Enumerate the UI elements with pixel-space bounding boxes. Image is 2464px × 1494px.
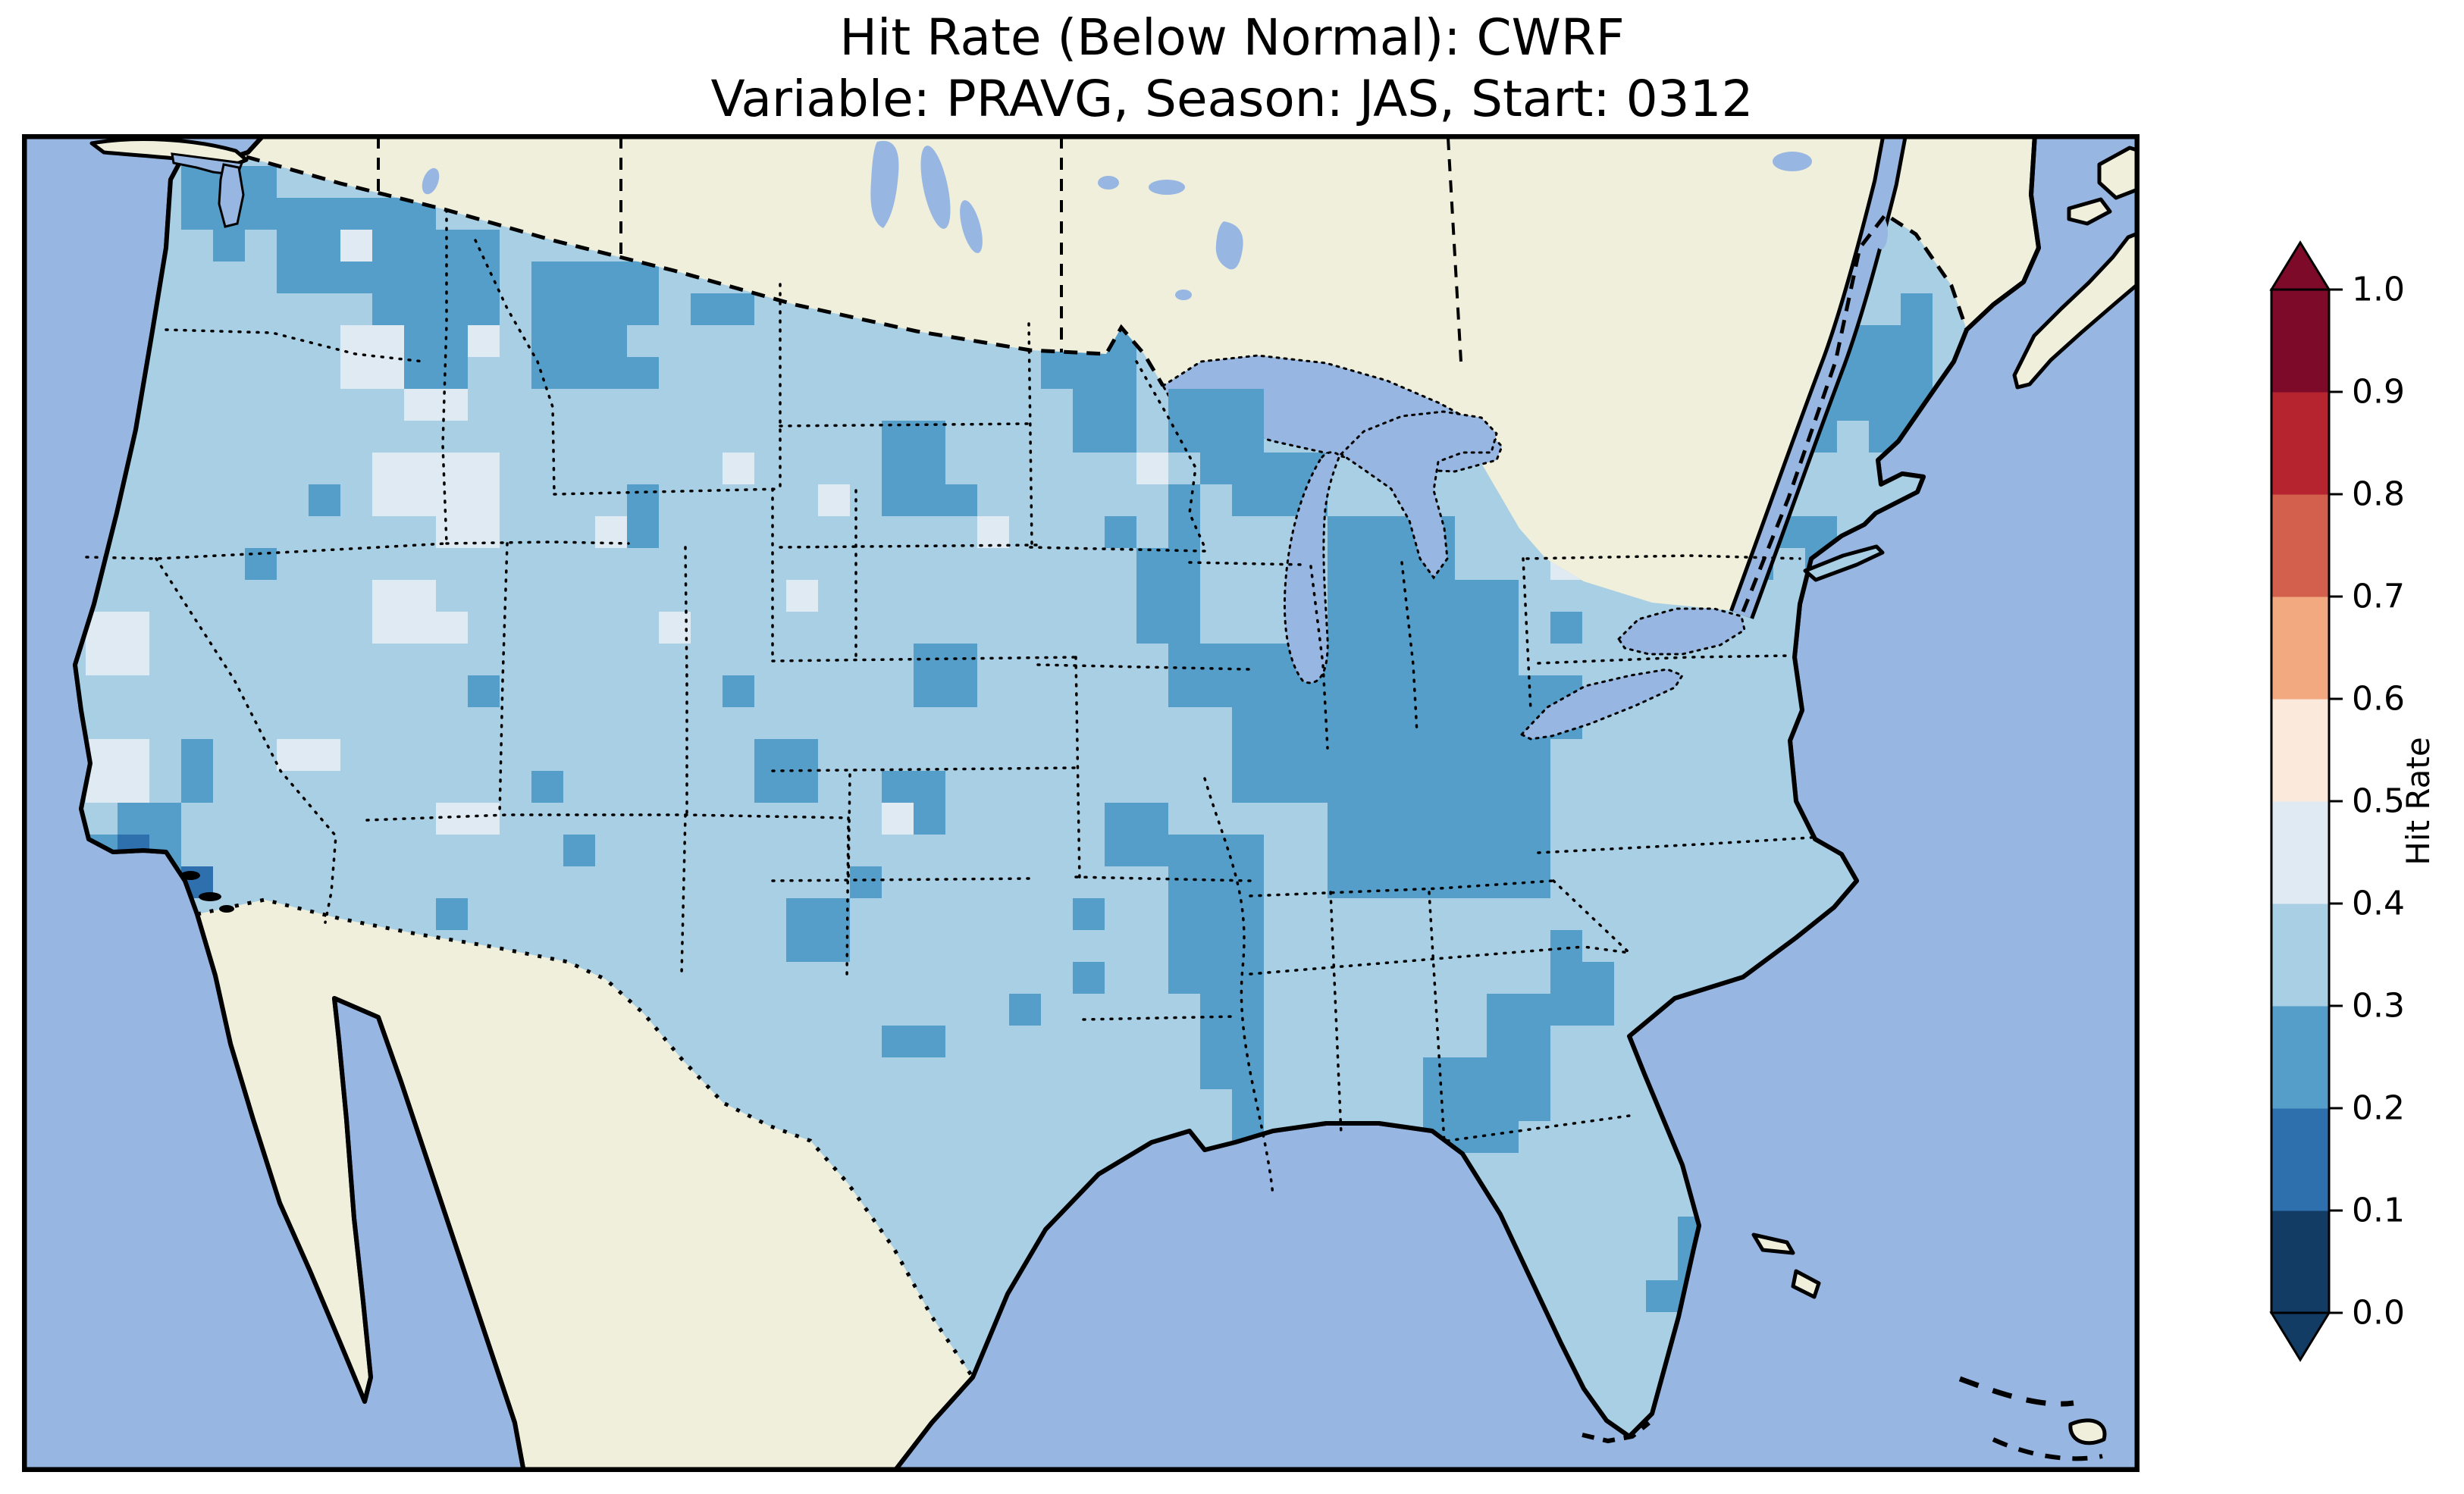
title-line-2: Variable: PRAVG, Season: JAS, Start: 031… [710,69,1754,128]
lake-huron [1339,410,1498,580]
canada-lakes [422,140,1888,300]
svg-text:0.2: 0.2 [2352,1089,2405,1128]
hitrate-grid-overlake [1168,389,1264,453]
svg-text:1.0: 1.0 [2352,271,2405,309]
svg-text:0.5: 0.5 [2352,782,2405,821]
colorbar-body [2269,240,2331,1362]
colorbar-label: Hit Rate [2400,737,2437,865]
title-line-1: Hit Rate (Below Normal): CWRF [839,8,1625,67]
page-title: Hit Rate (Below Normal): CWRF Variable: … [0,8,2464,130]
islands [89,137,2140,1445]
map-frame [22,134,2140,1472]
prince-edward-island [2067,197,2112,226]
cuba-island [2068,1418,2107,1445]
state-borders [85,208,1813,1197]
svg-text:0.8: 0.8 [2352,475,2405,514]
puget-sound [171,152,245,228]
us-canada-border [246,155,1165,387]
map-panel [22,134,2140,1472]
colorbar: 0.0 0.1 0.2 0.3 0.4 0.5 0.6 0.7 0.8 0.9 1.0 Hit Ra… [2267,239,2464,1421]
great-lakes [1161,354,1746,741]
channel-island-2 [199,892,221,901]
channel-island-1 [180,871,200,880]
st-lawrence-river [1729,134,1908,619]
cuba-coast-dashes [1958,1376,2074,1407]
bahamas-island-1 [1751,1232,1795,1255]
colorbar-svg: 0.0 0.1 0.2 0.3 0.4 0.5 0.6 0.7 0.8 0.9 1.0 Hit Ra… [2269,240,2437,1362]
svg-text:0.6: 0.6 [2352,680,2405,719]
svg-text:0.4: 0.4 [2352,885,2405,923]
lake-erie [1519,668,1685,741]
offshore-extras [180,871,2103,1461]
us-canada-border-east [1741,211,1969,612]
svg-text:0.0: 0.0 [2352,1294,2405,1333]
svg-text:0.1: 0.1 [2352,1192,2405,1230]
colorbar-ticks: 0.0 0.1 0.2 0.3 0.4 0.5 0.6 0.7 0.8 0.9 1.0 [2329,271,2405,1333]
province-border-4 [1447,137,1462,362]
svg-text:0.9: 0.9 [2352,373,2405,412]
lake-ontario [1617,607,1746,656]
cuba-coast-dashes-2 [1992,1437,2103,1461]
long-island [1803,544,1885,582]
svg-text:0.7: 0.7 [2352,578,2405,616]
nova-scotia [2012,230,2140,390]
bahamas-island-2 [1791,1269,1821,1299]
channel-island-3 [219,905,234,913]
conus-map [22,134,2140,1472]
cape-breton [2097,146,2140,200]
national-borders [196,136,1969,1379]
svg-text:0.3: 0.3 [2352,987,2405,1026]
